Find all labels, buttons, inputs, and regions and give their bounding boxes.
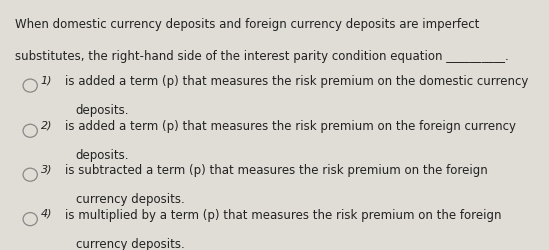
Text: is subtracted a term (p) that measures the risk premium on the foreign: is subtracted a term (p) that measures t…	[65, 164, 488, 177]
Text: 1): 1)	[41, 75, 52, 85]
Text: 2): 2)	[41, 120, 52, 130]
Text: deposits.: deposits.	[76, 104, 129, 117]
Text: currency deposits.: currency deposits.	[76, 192, 184, 205]
Text: When domestic currency deposits and foreign currency deposits are imperfect: When domestic currency deposits and fore…	[15, 18, 479, 30]
Text: 3): 3)	[41, 164, 52, 174]
Text: is added a term (p) that measures the risk premium on the domestic currency: is added a term (p) that measures the ri…	[65, 75, 528, 88]
Text: deposits.: deposits.	[76, 149, 129, 162]
Text: currency deposits.: currency deposits.	[76, 237, 184, 250]
Text: substitutes, the right-hand side of the interest parity condition equation _____: substitutes, the right-hand side of the …	[15, 50, 508, 63]
Text: is multiplied by a term (p) that measures the risk premium on the foreign: is multiplied by a term (p) that measure…	[65, 208, 501, 221]
Text: 4): 4)	[41, 208, 52, 218]
Text: is added a term (p) that measures the risk premium on the foreign currency: is added a term (p) that measures the ri…	[65, 120, 516, 133]
